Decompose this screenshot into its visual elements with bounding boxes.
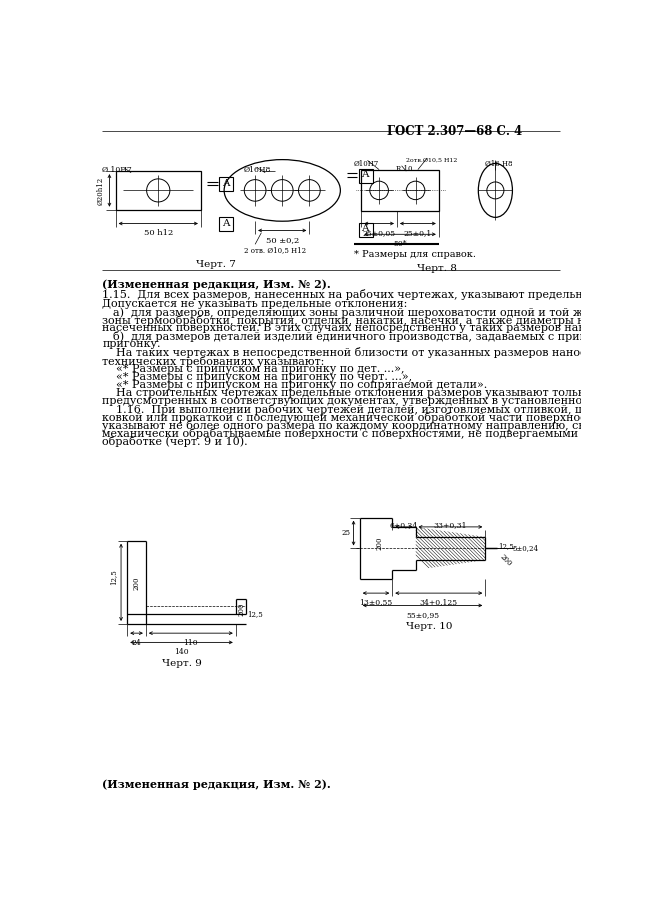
Text: 50 h12: 50 h12 [143, 229, 173, 236]
Text: механически обрабатываемые поверхности с поверхностями, не подвергаемыми механич: механически обрабатываемые поверхности с… [103, 428, 646, 439]
Text: 200: 200 [375, 537, 383, 551]
Text: 50*: 50* [393, 240, 407, 247]
Text: насеченных поверхностей. В этих случаях непосредственно у таких размеров наносят: насеченных поверхностей. В этих случаях … [103, 323, 646, 333]
Text: 25: 25 [341, 529, 350, 537]
Text: A: A [361, 225, 369, 234]
Text: 110: 110 [183, 638, 198, 646]
Text: Ø 10Н7: Ø 10Н7 [103, 166, 132, 173]
Bar [116, 171, 201, 210]
Text: «* Размеры с припуском на пригонку по черт. ...»,: «* Размеры с припуском на пригонку по че… [103, 372, 413, 382]
Text: A: A [361, 171, 369, 179]
Text: Ø16Н8: Ø16Н8 [244, 166, 271, 173]
PathPatch shape [236, 599, 246, 614]
Text: 200: 200 [237, 603, 245, 616]
Text: 2 отв. Ø10,5 Н12: 2 отв. Ø10,5 Н12 [244, 246, 306, 254]
Text: предусмотренных в соответствующих документах, утвержденных в установленном поряд: предусмотренных в соответствующих докуме… [103, 396, 646, 406]
Text: зоны термообработки, покрытия, отделки, накатки, насечки, а также диаметры накат: зоны термообработки, покрытия, отделки, … [103, 315, 646, 326]
Text: а)  для размеров, определяющих зоны различной шероховатости одной и той же повер: а) для размеров, определяющих зоны разли… [113, 307, 646, 318]
Text: Черт. 7: Черт. 7 [196, 259, 236, 268]
Text: пригонку.: пригонку. [103, 340, 161, 350]
Text: технических требованиях указывают:: технических требованиях указывают: [103, 355, 325, 367]
Text: 13±0,55: 13±0,55 [359, 599, 393, 606]
Bar [361, 170, 439, 211]
Text: R 10: R 10 [396, 165, 413, 173]
Text: Ø20h12: Ø20h12 [96, 176, 104, 205]
Text: указывают не более одного размера по каждому координатному направлению, связываю: указывают не более одного размера по каж… [103, 420, 646, 431]
Text: 25±0,05: 25±0,05 [362, 229, 396, 236]
Text: б)  для размеров деталей изделий единичного производства, задаваемых с припуском: б) для размеров деталей изделий единично… [113, 331, 640, 342]
Text: 2отв.Ø10,5 Н12: 2отв.Ø10,5 Н12 [406, 157, 457, 163]
Text: 50 ±0,2: 50 ±0,2 [266, 236, 299, 244]
PathPatch shape [127, 540, 146, 624]
Bar [359, 169, 373, 183]
Text: 34+0,125: 34+0,125 [420, 599, 458, 606]
Text: ГОСТ 2.307—68 С. 4: ГОСТ 2.307—68 С. 4 [387, 125, 522, 138]
Text: 1.16.  При выполнении рабочих чертежей деталей, изготовляемых отливкой, штамповк: 1.16. При выполнении рабочих чертежей де… [103, 404, 646, 415]
Text: 12,5: 12,5 [499, 542, 514, 551]
Text: «* Размеры с припуском на пригонку по дет. ...»,: «* Размеры с припуском на пригонку по де… [103, 363, 405, 373]
Text: * Размеры для справок.: * Размеры для справок. [353, 250, 475, 259]
Text: 33+0,31: 33+0,31 [433, 520, 467, 529]
Text: 200: 200 [132, 577, 141, 591]
Text: 5±0,24: 5±0,24 [512, 544, 538, 552]
Text: 55±0,95: 55±0,95 [406, 611, 439, 619]
PathPatch shape [415, 527, 485, 570]
Bar [220, 177, 233, 191]
Text: 200: 200 [499, 552, 514, 568]
Text: 140: 140 [174, 648, 189, 656]
Text: 6±0,24: 6±0,24 [390, 520, 418, 529]
PathPatch shape [360, 518, 392, 579]
Text: A: A [222, 179, 229, 188]
Text: Черт. 8: Черт. 8 [417, 264, 457, 273]
Text: ковкой или прокаткой с последующей механической обработкой части поверхности дет: ковкой или прокаткой с последующей механ… [103, 412, 646, 423]
Text: 1.15.  Для всех размеров, нанесенных на рабочих чертежах, указывают предельные о: 1.15. Для всех размеров, нанесенных на р… [103, 289, 646, 300]
Text: (Измененная редакция, Изм. № 2).: (Измененная редакция, Изм. № 2). [103, 279, 331, 290]
Bar [220, 217, 233, 231]
Text: обработке (черт. 9 и 10).: обработке (черт. 9 и 10). [103, 436, 248, 447]
Text: Допускается не указывать предельные отклонения:: Допускается не указывать предельные откл… [103, 299, 408, 309]
Text: Черт. 9: Черт. 9 [162, 658, 202, 667]
Text: «* Размеры с припуском на пригонку по сопрягаемой детали».: «* Размеры с припуском на пригонку по со… [103, 380, 488, 390]
Text: Ø16 Н8: Ø16 Н8 [485, 160, 513, 168]
Text: На строительных чертежах предельные отклонения размеров указывают только в случа: На строительных чертежах предельные откл… [103, 388, 646, 398]
Text: На таких чертежах в непосредственной близости от указанных размеров наносят знак: На таких чертежах в непосредственной бли… [103, 348, 646, 359]
Text: 12,5: 12,5 [247, 610, 263, 618]
Text: 24: 24 [132, 638, 141, 646]
Text: Ø10Н7: Ø10Н7 [353, 160, 379, 168]
Text: A: A [222, 219, 229, 228]
Bar [359, 223, 373, 236]
PathPatch shape [146, 614, 246, 624]
PathPatch shape [392, 518, 415, 579]
Text: 12,5: 12,5 [109, 569, 118, 585]
Text: Черт. 10: Черт. 10 [406, 622, 453, 631]
Text: (Измененная редакция, Изм. № 2).: (Измененная редакция, Изм. № 2). [103, 780, 331, 791]
Text: 25±0,1: 25±0,1 [404, 229, 432, 236]
